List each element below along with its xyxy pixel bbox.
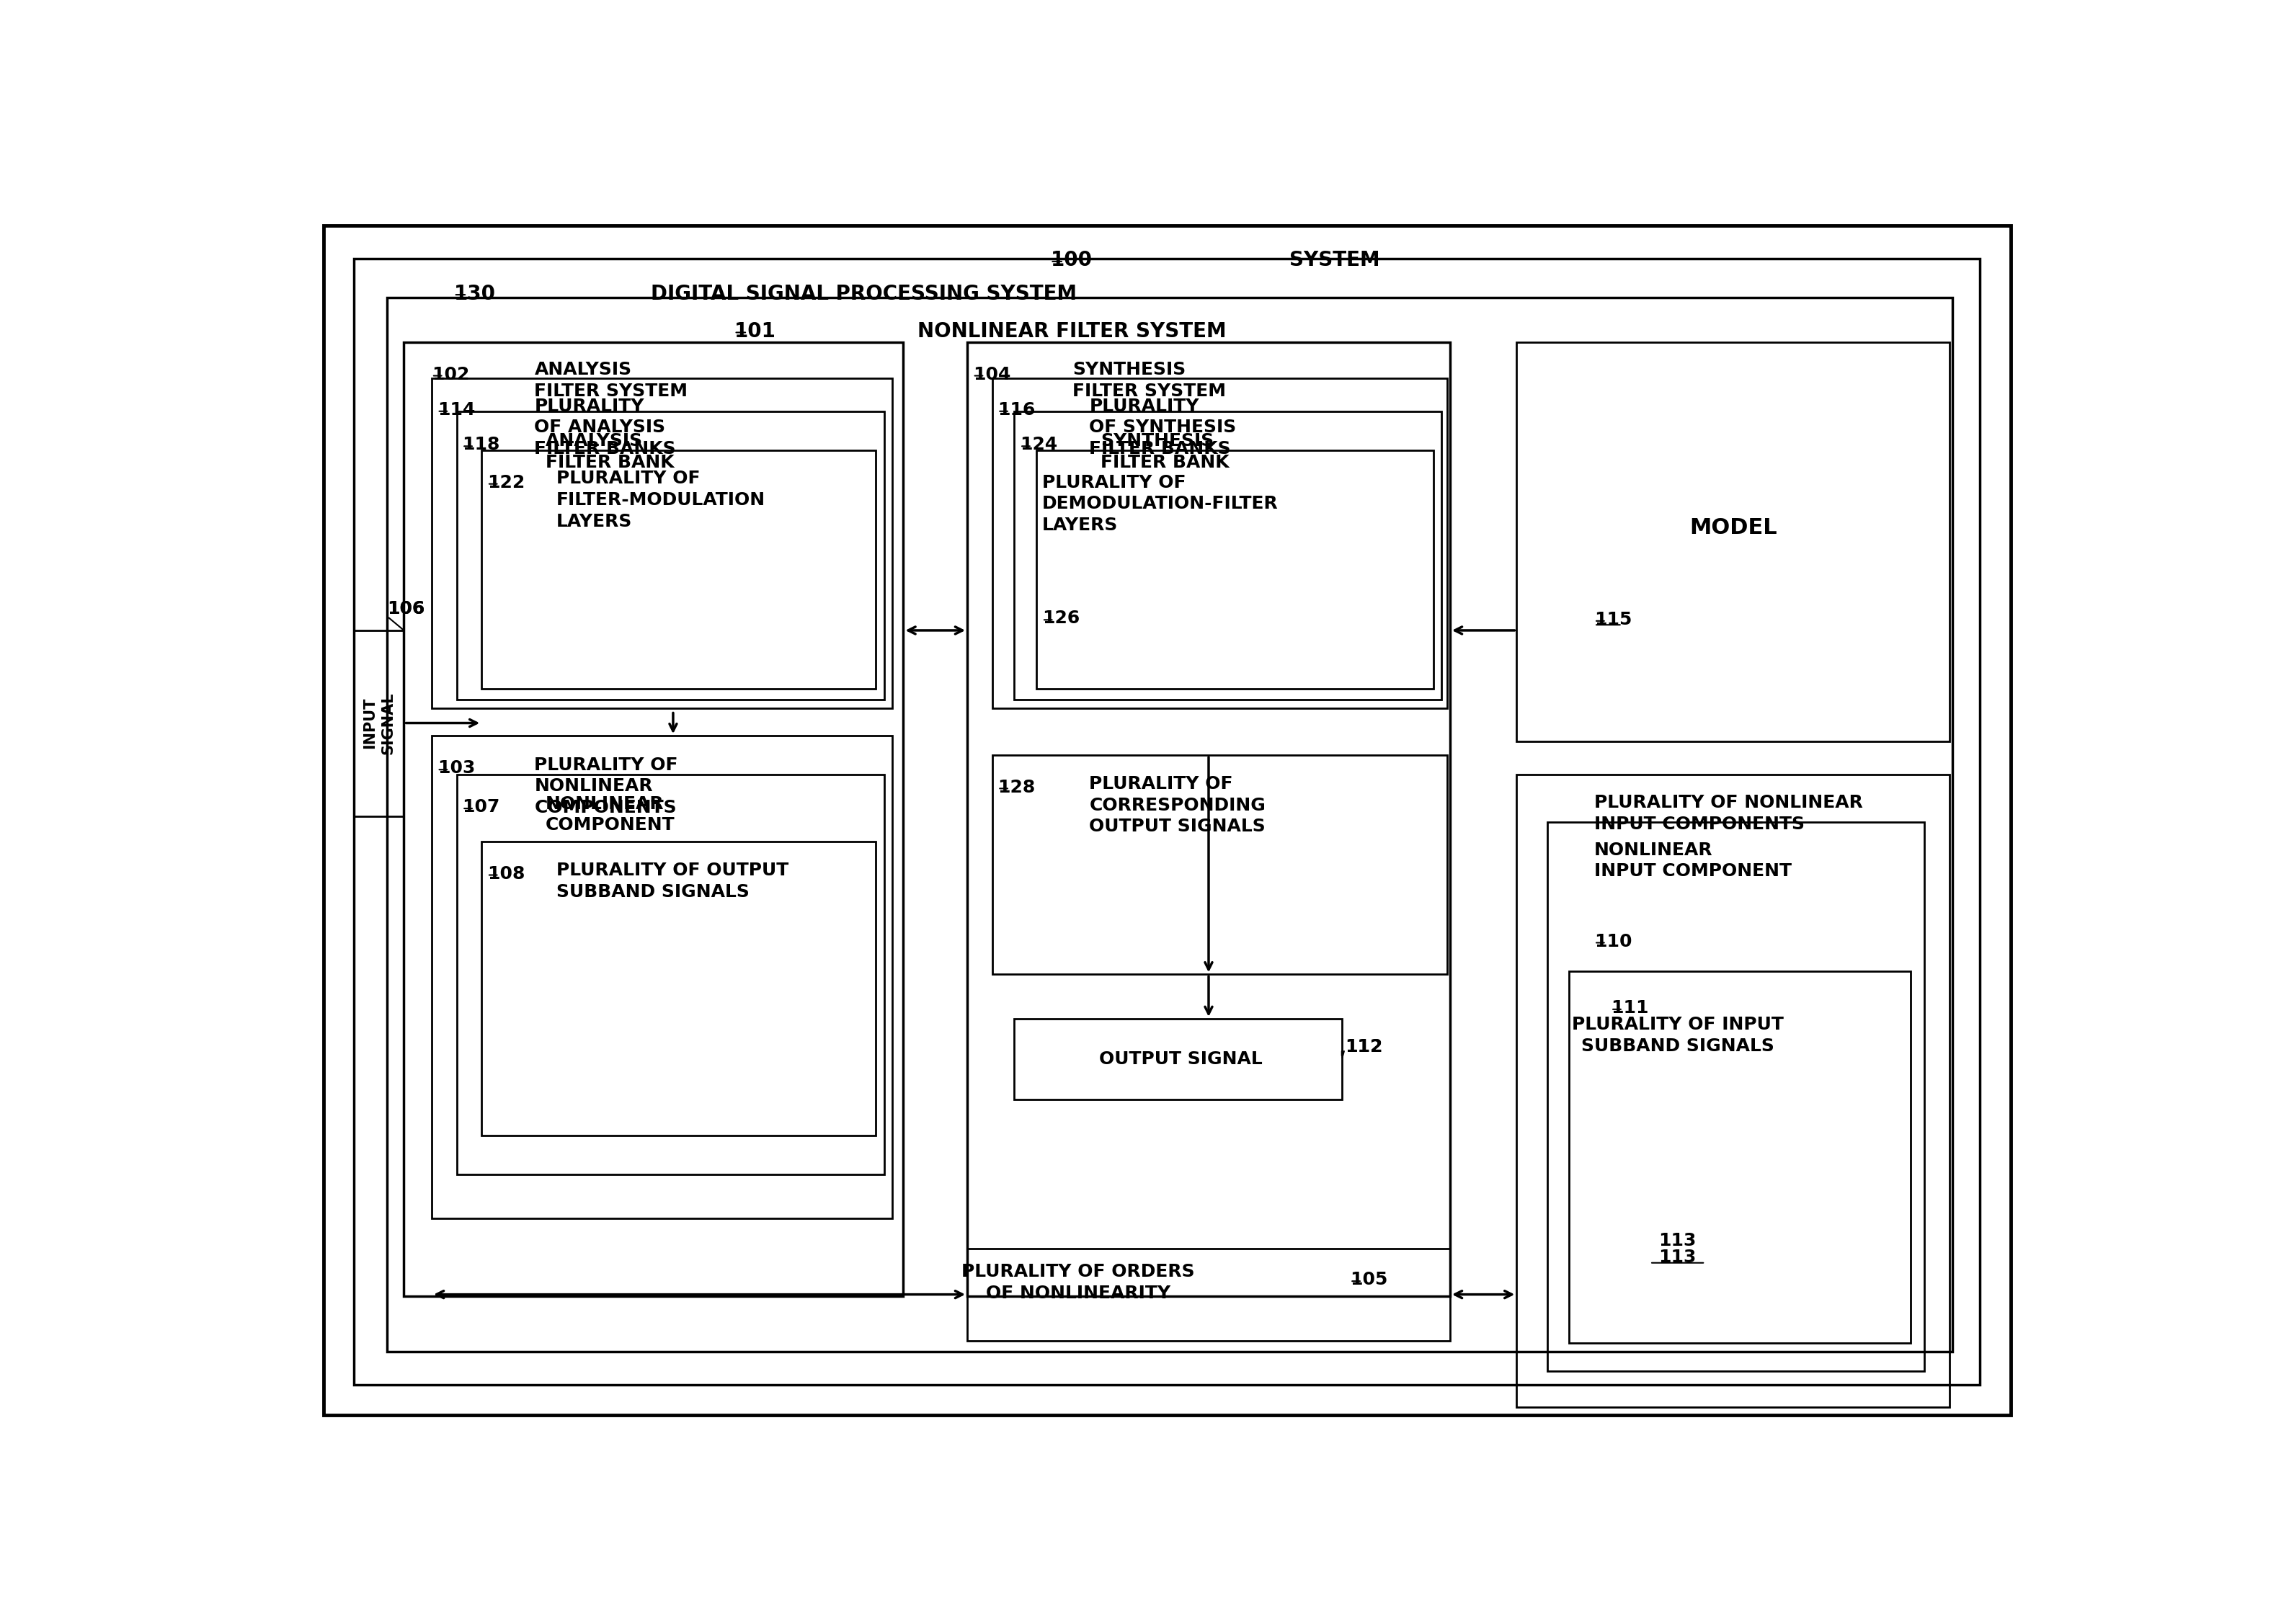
Text: ANALYSIS
FILTER SYSTEM: ANALYSIS FILTER SYSTEM xyxy=(535,361,687,400)
Text: 128: 128 xyxy=(997,778,1036,796)
Bar xyxy=(1015,411,1441,700)
Text: 110: 110 xyxy=(1593,932,1632,950)
Bar xyxy=(1036,450,1434,689)
Bar xyxy=(457,411,883,700)
Text: PLURALITY OF
NONLINEAR
COMPONENTS: PLURALITY OF NONLINEAR COMPONENTS xyxy=(535,757,678,817)
Text: SYNTHESIS
FILTER SYSTEM: SYNTHESIS FILTER SYSTEM xyxy=(1072,361,1227,400)
Bar xyxy=(1015,1018,1343,1099)
Text: PLURALITY OF INPUT
SUBBAND SIGNALS: PLURALITY OF INPUT SUBBAND SIGNALS xyxy=(1573,1017,1784,1054)
Text: PLURALITY OF OUTPUT
SUBBAND SIGNALS: PLURALITY OF OUTPUT SUBBAND SIGNALS xyxy=(558,862,790,900)
Text: PLURALITY
OF SYNTHESIS
FILTER BANKS: PLURALITY OF SYNTHESIS FILTER BANKS xyxy=(1090,398,1236,458)
Text: NONLINEAR
INPUT COMPONENT: NONLINEAR INPUT COMPONENT xyxy=(1593,841,1791,880)
Text: 103: 103 xyxy=(437,760,476,776)
Text: 106: 106 xyxy=(387,599,426,617)
Text: INPUT
SIGNAL: INPUT SIGNAL xyxy=(362,692,396,754)
Bar xyxy=(355,630,403,817)
Text: PLURALITY OF NONLINEAR
INPUT COMPONENTS: PLURALITY OF NONLINEAR INPUT COMPONENTS xyxy=(1593,794,1864,833)
Text: 104: 104 xyxy=(972,365,1011,383)
Text: 126: 126 xyxy=(1042,611,1079,627)
Text: NONLINEAR FILTER SYSTEM: NONLINEAR FILTER SYSTEM xyxy=(917,322,1227,341)
Text: PLURALITY
OF ANALYSIS
FILTER BANKS: PLURALITY OF ANALYSIS FILTER BANKS xyxy=(535,398,676,458)
Text: 106: 106 xyxy=(387,599,426,617)
Bar xyxy=(992,755,1448,974)
Text: NONLINEAR
COMPONENT: NONLINEAR COMPONENT xyxy=(546,796,676,833)
Text: 113: 113 xyxy=(1659,1249,1696,1267)
Bar xyxy=(1516,343,1951,741)
Bar xyxy=(387,297,1953,1351)
Text: 116: 116 xyxy=(997,401,1036,419)
Bar xyxy=(967,343,1450,1296)
Text: 101: 101 xyxy=(735,322,776,341)
Text: MODEL: MODEL xyxy=(1689,518,1778,538)
Text: 112: 112 xyxy=(1345,1038,1382,1056)
Text: OUTPUT SIGNAL: OUTPUT SIGNAL xyxy=(1099,1051,1263,1069)
Bar xyxy=(483,841,876,1135)
Text: 114: 114 xyxy=(437,401,476,419)
Bar xyxy=(967,1249,1450,1340)
Text: SYSTEM: SYSTEM xyxy=(1288,250,1379,271)
Text: PLURALITY OF
FILTER-MODULATION
LAYERS: PLURALITY OF FILTER-MODULATION LAYERS xyxy=(558,469,765,529)
Bar xyxy=(457,775,883,1174)
Text: 107: 107 xyxy=(462,799,501,815)
Bar xyxy=(1516,775,1951,1406)
Bar xyxy=(432,736,892,1218)
Text: DIGITAL SIGNAL PROCESSING SYSTEM: DIGITAL SIGNAL PROCESSING SYSTEM xyxy=(651,284,1077,304)
Bar xyxy=(403,343,904,1296)
Text: 102: 102 xyxy=(432,365,469,383)
Text: 122: 122 xyxy=(487,474,526,490)
Bar xyxy=(483,450,876,689)
Text: ANALYSIS
FILTER BANK: ANALYSIS FILTER BANK xyxy=(546,432,674,471)
Text: 111: 111 xyxy=(1611,999,1648,1017)
Bar xyxy=(1570,971,1910,1343)
Text: 113: 113 xyxy=(1659,1233,1696,1249)
Text: 118: 118 xyxy=(462,437,501,453)
Bar xyxy=(432,378,892,708)
Text: SYNTHESIS
FILTER BANK: SYNTHESIS FILTER BANK xyxy=(1099,432,1229,471)
Text: 100: 100 xyxy=(1052,250,1092,271)
Text: 105: 105 xyxy=(1350,1272,1388,1288)
Text: PLURALITY OF
DEMODULATION-FILTER
LAYERS: PLURALITY OF DEMODULATION-FILTER LAYERS xyxy=(1042,474,1279,534)
Bar xyxy=(1548,822,1925,1371)
Bar xyxy=(992,378,1448,708)
Text: 115: 115 xyxy=(1593,611,1632,628)
Text: 108: 108 xyxy=(487,866,526,882)
Text: 124: 124 xyxy=(1020,437,1058,453)
Text: 112: 112 xyxy=(1345,1038,1382,1056)
Text: 130: 130 xyxy=(453,284,496,304)
Text: PLURALITY OF
CORRESPONDING
OUTPUT SIGNALS: PLURALITY OF CORRESPONDING OUTPUT SIGNAL… xyxy=(1090,775,1265,835)
Text: PLURALITY OF ORDERS
OF NONLINEARITY: PLURALITY OF ORDERS OF NONLINEARITY xyxy=(960,1263,1195,1301)
